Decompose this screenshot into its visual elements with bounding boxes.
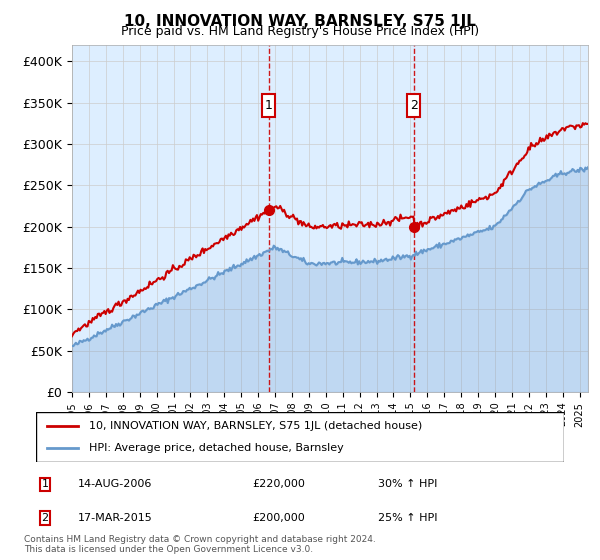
Text: £200,000: £200,000 xyxy=(252,513,305,523)
Text: 2: 2 xyxy=(41,513,49,523)
FancyBboxPatch shape xyxy=(262,94,275,116)
FancyBboxPatch shape xyxy=(407,94,421,116)
Text: 25% ↑ HPI: 25% ↑ HPI xyxy=(378,513,437,523)
Text: 30% ↑ HPI: 30% ↑ HPI xyxy=(378,479,437,489)
Text: 10, INNOVATION WAY, BARNSLEY, S75 1JL: 10, INNOVATION WAY, BARNSLEY, S75 1JL xyxy=(124,14,476,29)
FancyBboxPatch shape xyxy=(36,412,564,462)
Text: £220,000: £220,000 xyxy=(252,479,305,489)
Text: 1: 1 xyxy=(41,479,49,489)
Text: Price paid vs. HM Land Registry's House Price Index (HPI): Price paid vs. HM Land Registry's House … xyxy=(121,25,479,38)
Text: 1: 1 xyxy=(265,99,272,111)
Text: 17-MAR-2015: 17-MAR-2015 xyxy=(78,513,153,523)
Text: 10, INNOVATION WAY, BARNSLEY, S75 1JL (detached house): 10, INNOVATION WAY, BARNSLEY, S75 1JL (d… xyxy=(89,421,422,431)
Text: Contains HM Land Registry data © Crown copyright and database right 2024.
This d: Contains HM Land Registry data © Crown c… xyxy=(24,535,376,554)
Text: 2: 2 xyxy=(410,99,418,111)
Text: HPI: Average price, detached house, Barnsley: HPI: Average price, detached house, Barn… xyxy=(89,443,344,453)
Text: 14-AUG-2006: 14-AUG-2006 xyxy=(78,479,152,489)
